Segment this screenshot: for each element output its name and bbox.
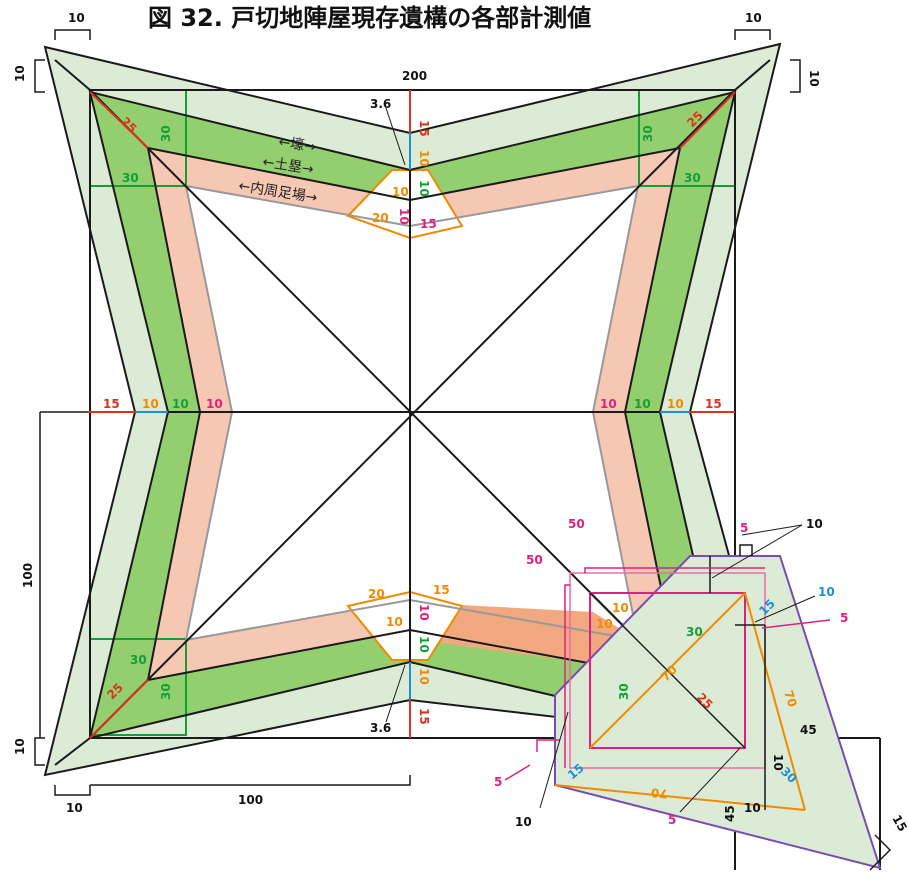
- dim-right-red-15: 15: [705, 397, 722, 411]
- dim-right-orange-10: 10: [667, 397, 684, 411]
- dim-top-red-15: 15: [417, 120, 431, 137]
- dim-bot-3-6: 3.6: [370, 721, 391, 735]
- dim-detail-orange-10b: 10: [596, 617, 613, 631]
- dim-bot-orange-20: 20: [368, 587, 385, 601]
- dim-detail-50b: 50: [526, 553, 543, 567]
- dim-detail-orange-70c: 70: [650, 785, 668, 801]
- dim-tr-right: 10: [807, 70, 821, 87]
- footing-highlight: [420, 605, 638, 670]
- dim-bot-orange-10: 10: [386, 615, 403, 629]
- dim-top-orange-10: 10: [392, 185, 409, 199]
- leader-lines: [385, 107, 816, 813]
- dim-left-red-15: 15: [103, 397, 120, 411]
- dim-detail-45-right: 45: [800, 723, 817, 737]
- dim-bottom-100: 100: [238, 793, 263, 807]
- dim-tl-30-v: 30: [159, 125, 173, 142]
- dim-detail-45-bottom: 45: [723, 805, 737, 822]
- dim-detail-5-left: 5: [494, 775, 502, 789]
- dim-detail-10-top: 10: [806, 517, 823, 531]
- dim-bot-mag-15: 15: [433, 583, 450, 597]
- dim-top-orange-20: 20: [372, 211, 389, 225]
- dim-detail-10-left: 10: [515, 815, 532, 829]
- dim-top-mag-15: 15: [420, 217, 437, 231]
- label-earthwork: ←土塁→: [261, 154, 315, 178]
- dim-detail-5-top: 5: [740, 521, 748, 535]
- dim-bot-green-10: 10: [417, 636, 431, 653]
- dim-top-3-6: 3.6: [370, 97, 391, 111]
- dim-detail-5-right: 5: [840, 611, 848, 625]
- dim-bl-left: 10: [13, 738, 27, 755]
- dim-bl-30-h: 30: [130, 653, 147, 667]
- dim-top-blue-10: 10: [417, 150, 431, 167]
- figure-title: 図 32. 戸切地陣屋現存遺構の各部計測値: [148, 4, 591, 32]
- dim-bot-orange-10b: 10: [417, 668, 431, 685]
- label-moat: ←壕→: [277, 133, 317, 156]
- dim-detail-10-bottom: 10: [744, 801, 761, 815]
- dim-top-green-10: 10: [417, 180, 431, 197]
- dim-tl-30-h: 30: [122, 171, 139, 185]
- dim-left-orange-10: 10: [142, 397, 159, 411]
- dim-left-mag-10: 10: [206, 397, 223, 411]
- dim-detail-50a: 50: [568, 517, 585, 531]
- dim-left-100: 100: [21, 563, 35, 588]
- dim-tr-30-h: 30: [684, 171, 701, 185]
- bottom-notch-outline: [346, 590, 464, 661]
- dim-right-green-10: 10: [634, 397, 651, 411]
- dim-bot-red-15: 15: [417, 708, 431, 725]
- dim-top-mag-10: 10: [397, 208, 411, 225]
- dim-detail-orange-10a: 10: [612, 601, 629, 615]
- dim-left-green-10: 10: [172, 397, 189, 411]
- dim-bl-30-v: 30: [159, 683, 173, 700]
- dim-detail-orange-70b: 70: [781, 689, 799, 709]
- dim-detail-green-30-h: 30: [686, 625, 703, 639]
- dim-top-200: 200: [402, 69, 427, 83]
- dim-bl-bottom: 10: [66, 801, 83, 815]
- dim-detail-blue-10: 10: [818, 585, 835, 599]
- detail-magenta-brackets: [504, 567, 831, 781]
- dim-tl-left: 10: [13, 65, 27, 82]
- detail-inner-square: [589, 592, 746, 749]
- dim-bot-mag-10: 10: [417, 604, 431, 621]
- dim-tl-top: 10: [68, 11, 85, 25]
- dimension-labels: 10 10 10 10 200 10 10 100 100 25 30 30 2…: [13, 11, 908, 834]
- dim-detail-green-30-v: 30: [617, 683, 631, 700]
- dim-detail-15-corner: 15: [889, 813, 908, 834]
- corner-brackets: [34, 29, 801, 796]
- dim-right-mag-10: 10: [600, 397, 617, 411]
- axis-band-lines: [88, 90, 736, 739]
- detail-moat-band: [554, 555, 882, 870]
- dim-detail-10-right: 10: [771, 754, 785, 771]
- detail-black-lines: [589, 544, 892, 871]
- dim-tr-top: 10: [745, 11, 762, 25]
- dim-detail-5-bottom: 5: [668, 813, 676, 827]
- dim-tr-30-v: 30: [641, 125, 655, 142]
